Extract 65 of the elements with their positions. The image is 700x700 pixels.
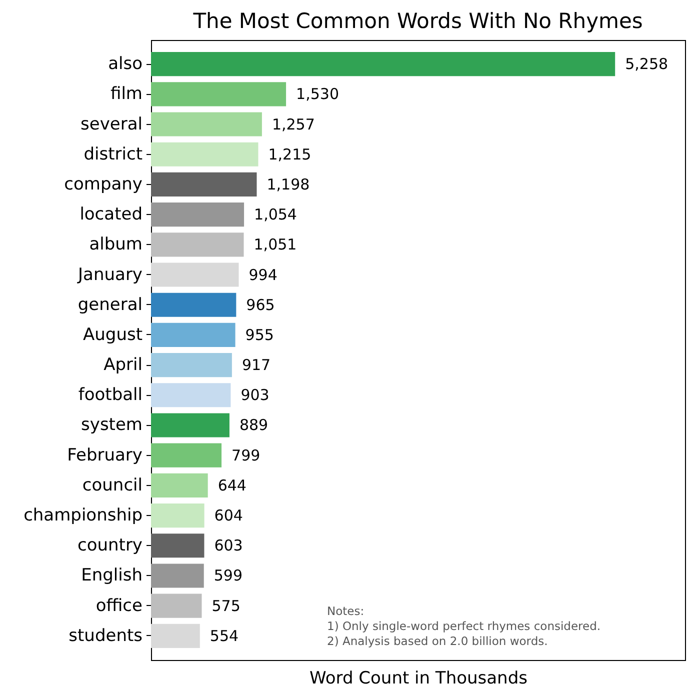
y-tick-label: film (110, 84, 142, 104)
bar (151, 473, 208, 498)
y-tick-label: country (77, 536, 142, 556)
y-tick-label: English (81, 566, 142, 586)
bar (151, 503, 204, 528)
data-label: 575 (212, 596, 240, 615)
bar (151, 443, 222, 468)
y-tick-label: championship (24, 506, 142, 526)
bar (151, 292, 236, 317)
bar (151, 202, 244, 227)
data-label: 599 (214, 566, 243, 585)
annotation: 2) Analysis based on 2.0 billion words. (327, 634, 548, 648)
bar (151, 232, 244, 257)
data-label: 604 (214, 506, 243, 525)
y-tick-label: January (77, 264, 142, 285)
data-label: 917 (242, 356, 271, 374)
data-label: 1,198 (266, 175, 310, 194)
data-label: 554 (210, 626, 239, 645)
data-label: 994 (248, 266, 278, 284)
bar (151, 172, 257, 197)
data-label: 1,530 (296, 85, 339, 104)
bar (151, 624, 200, 648)
y-tick-label: album (89, 234, 142, 255)
bar (151, 353, 232, 378)
y-tick-label: system (81, 415, 142, 436)
y-tick-label: district (84, 144, 143, 164)
data-label: 955 (245, 326, 274, 344)
bar (151, 383, 231, 408)
bar (151, 322, 236, 347)
y-tick-label: several (80, 114, 142, 134)
bar (151, 262, 239, 287)
data-label: 965 (246, 296, 275, 314)
bar (151, 112, 262, 136)
x-axis-title: Word Count in Thousands (310, 668, 528, 688)
bar (151, 413, 230, 438)
y-tick-label: February (67, 445, 142, 466)
bar (151, 564, 204, 588)
data-label: 889 (239, 416, 268, 434)
y-tick-label: August (83, 324, 143, 345)
data-label: 644 (218, 476, 246, 494)
data-label: 1,054 (254, 206, 297, 224)
bar (151, 82, 286, 106)
y-tick-label: general (78, 294, 142, 315)
data-label: 1,257 (272, 115, 315, 134)
data-label: 5,258 (625, 55, 668, 74)
data-label: 1,051 (254, 236, 297, 254)
bar (151, 142, 258, 166)
y-tick-label: council (82, 475, 142, 496)
data-label: 1,215 (268, 145, 312, 164)
y-tick-label: company (64, 174, 142, 194)
chart-title: The Most Common Words With No Rhymes (192, 9, 643, 33)
bar (151, 534, 204, 558)
annotation: 1) Only single-word perfect rhymes considered. (327, 619, 601, 633)
y-tick-label: also (108, 54, 142, 74)
data-label: 603 (214, 536, 243, 555)
y-tick-label: students (68, 626, 143, 646)
data-label: 799 (232, 446, 260, 464)
y-tick-label: located (80, 204, 142, 225)
y-tick-label: April (104, 355, 142, 376)
y-tick-label: office (96, 596, 142, 616)
bar (151, 594, 202, 618)
data-label: 903 (240, 386, 270, 404)
annotation: Notes: (327, 604, 364, 618)
bar (151, 52, 616, 76)
y-tick-label: football (78, 385, 142, 406)
